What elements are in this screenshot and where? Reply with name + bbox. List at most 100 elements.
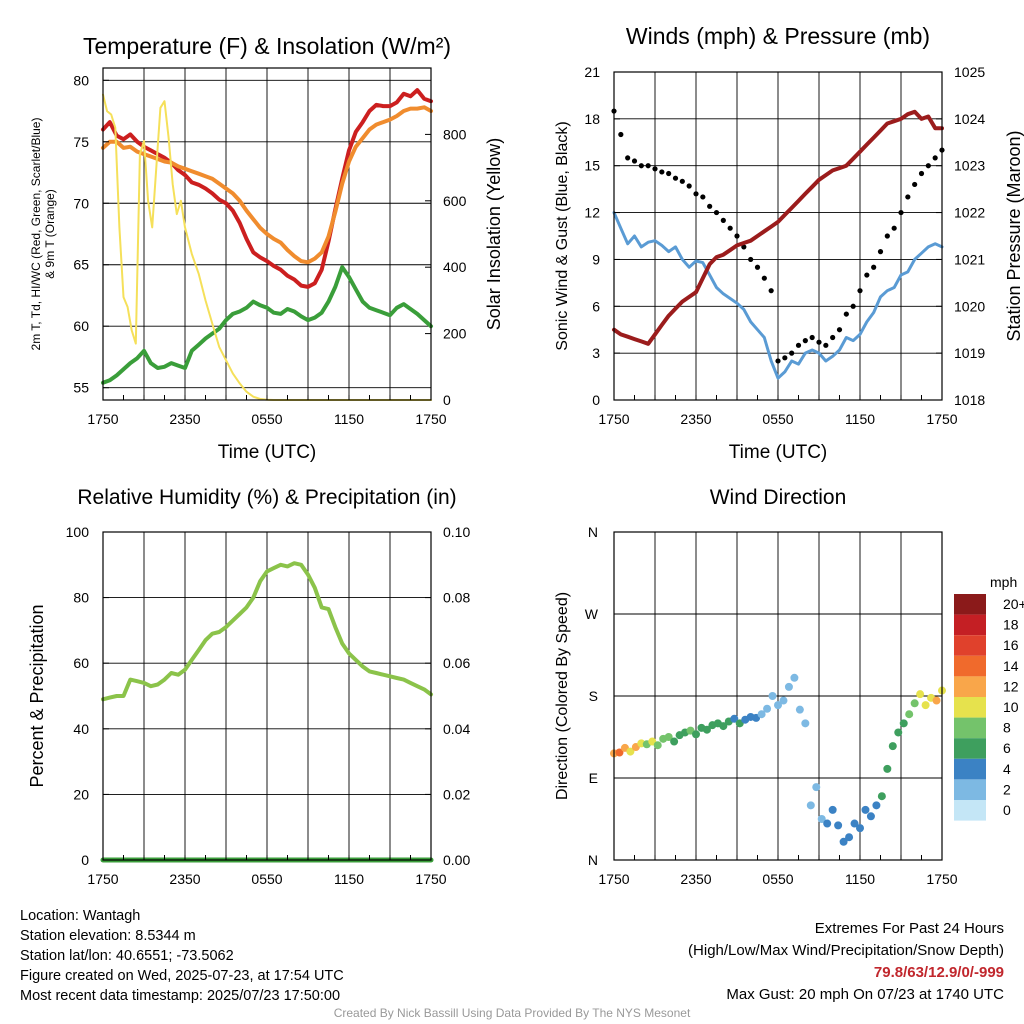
gust-point — [700, 194, 706, 200]
gust-point — [898, 209, 904, 216]
y2-tick-label: 1020 — [954, 298, 985, 314]
y-tick-label: 55 — [73, 380, 89, 396]
gust-point — [727, 225, 733, 231]
gust-point — [720, 217, 726, 223]
direction-point — [702, 725, 711, 734]
y-tick-label: 15 — [584, 158, 600, 174]
direction-panel: Wind Direction 1750 2350 0550 1150 1750NESWN… — [554, 486, 1024, 887]
gust-point — [672, 175, 679, 181]
gust-point — [905, 194, 911, 200]
svg-text:& 9m T (Orange): & 9m T (Orange) — [43, 189, 57, 279]
colorbar-swatch — [954, 614, 986, 636]
temperature-ylabel-left: 2m T, Td, HI/WC (Red, Green, Scarlet/Blu… — [29, 118, 57, 351]
gust-point — [713, 209, 720, 216]
colorbar-swatch — [954, 800, 986, 821]
colorbar-swatch — [954, 655, 986, 677]
direction-point — [899, 719, 908, 728]
y2-tick-label: 1019 — [954, 345, 985, 361]
y-tick-label: E — [589, 770, 598, 786]
direction-point — [883, 764, 892, 773]
x-tick-label: 0550 — [762, 411, 793, 427]
direction-point — [877, 792, 886, 801]
y-tick-label: 12 — [584, 205, 600, 221]
info-latlon: Station lat/lon: 40.6551; -73.5062 — [20, 948, 234, 964]
direction-point — [653, 741, 662, 750]
gust-point — [789, 350, 795, 356]
direction-point — [730, 714, 739, 723]
x-tick-label: 0550 — [762, 871, 793, 887]
gust-point — [884, 233, 890, 239]
colorbar-swatch — [954, 676, 986, 697]
direction-point — [812, 783, 821, 792]
x-tick-label: 1150 — [845, 411, 875, 427]
y-tick-label: 20 — [73, 786, 89, 802]
direction-point — [872, 801, 881, 810]
gust-point — [645, 163, 651, 169]
x-tick-label: 2350 — [680, 871, 711, 887]
credit-line: Created By Nick Bassill Using Data Provi… — [333, 1006, 691, 1020]
y-tick-label: 0 — [81, 852, 89, 868]
colorbar-swatch — [954, 738, 986, 759]
direction-point — [850, 819, 859, 828]
y-tick-label: N — [588, 524, 598, 540]
extremes-box: Extremes For Past 24 Hours (High/Low/Max… — [688, 918, 1004, 1006]
colorbar-swatch — [954, 717, 986, 739]
gust-point — [679, 178, 685, 184]
y-tick-label: 100 — [66, 524, 90, 540]
colorbar-swatch — [954, 697, 986, 718]
direction-point — [910, 699, 919, 708]
direction-point — [784, 682, 793, 691]
gust-point — [816, 339, 822, 345]
gust-point — [809, 334, 815, 341]
x-tick-label: 1150 — [334, 411, 364, 427]
colorbar-title: mph — [990, 574, 1017, 590]
extremes-heading: Extremes For Past 24 Hours — [814, 920, 1004, 937]
gust-point — [693, 191, 699, 197]
colorbar-label: 6 — [1003, 740, 1011, 756]
direction-point — [801, 719, 810, 728]
temperature-panel: Temperature (F) & Insolation (W/m²) 1750… — [29, 33, 504, 463]
y2-tick-label: 0.00 — [443, 852, 470, 868]
gust-point — [912, 181, 918, 188]
y-tick-label: 80 — [73, 590, 89, 606]
direction-point — [861, 805, 870, 814]
direction-point — [795, 705, 804, 714]
gust-point — [768, 288, 774, 294]
direction-point — [866, 812, 875, 821]
info-elevation: Station elevation: 8.5344 m — [20, 928, 196, 944]
speed-colorbar: mph 20+ 18 16 14 12 10 8 6 4 2 0 — [954, 574, 1024, 821]
colorbar-swatch — [954, 594, 986, 615]
y2-tick-label: 1018 — [954, 392, 985, 408]
direction-point — [894, 728, 903, 737]
x-tick-label: 1750 — [926, 871, 957, 887]
direction-point — [719, 722, 728, 731]
x-tick-label: 1750 — [87, 411, 118, 427]
direction-point — [670, 737, 679, 746]
direction-point — [905, 710, 914, 719]
sonic-wind-line — [612, 211, 944, 380]
y2-tick-label: 0.08 — [443, 590, 470, 606]
winds-ylabel-right: Station Pressure (Maroon) — [1004, 130, 1024, 341]
direction-point — [692, 730, 700, 739]
direction-point — [763, 704, 772, 713]
gust-point — [925, 163, 931, 169]
gust-point — [850, 303, 856, 309]
gust-point — [638, 163, 644, 169]
colorbar-label: 12 — [1003, 678, 1019, 694]
direction-point — [790, 673, 799, 682]
x-tick-label: 1750 — [87, 871, 118, 887]
colorbar-swatch — [954, 758, 986, 780]
y2-tick-label: 0.10 — [443, 524, 470, 540]
info-location: Location: Wantagh — [20, 908, 141, 924]
x-tick-label: 1750 — [415, 871, 446, 887]
direction-point — [828, 805, 837, 814]
gust-point — [686, 183, 692, 189]
winds-ylabel-left: Sonic Wind & Gust (Blue, Black) — [554, 121, 571, 350]
y-tick-label: N — [588, 852, 598, 868]
gust-point — [625, 155, 631, 161]
direction-point — [823, 819, 832, 828]
colorbar-label: 10 — [1003, 699, 1019, 715]
direction-point — [834, 821, 843, 830]
direction-ylabel: Direction (Colored By Speed) — [554, 592, 571, 800]
y2-tick-label: 1025 — [954, 64, 985, 80]
